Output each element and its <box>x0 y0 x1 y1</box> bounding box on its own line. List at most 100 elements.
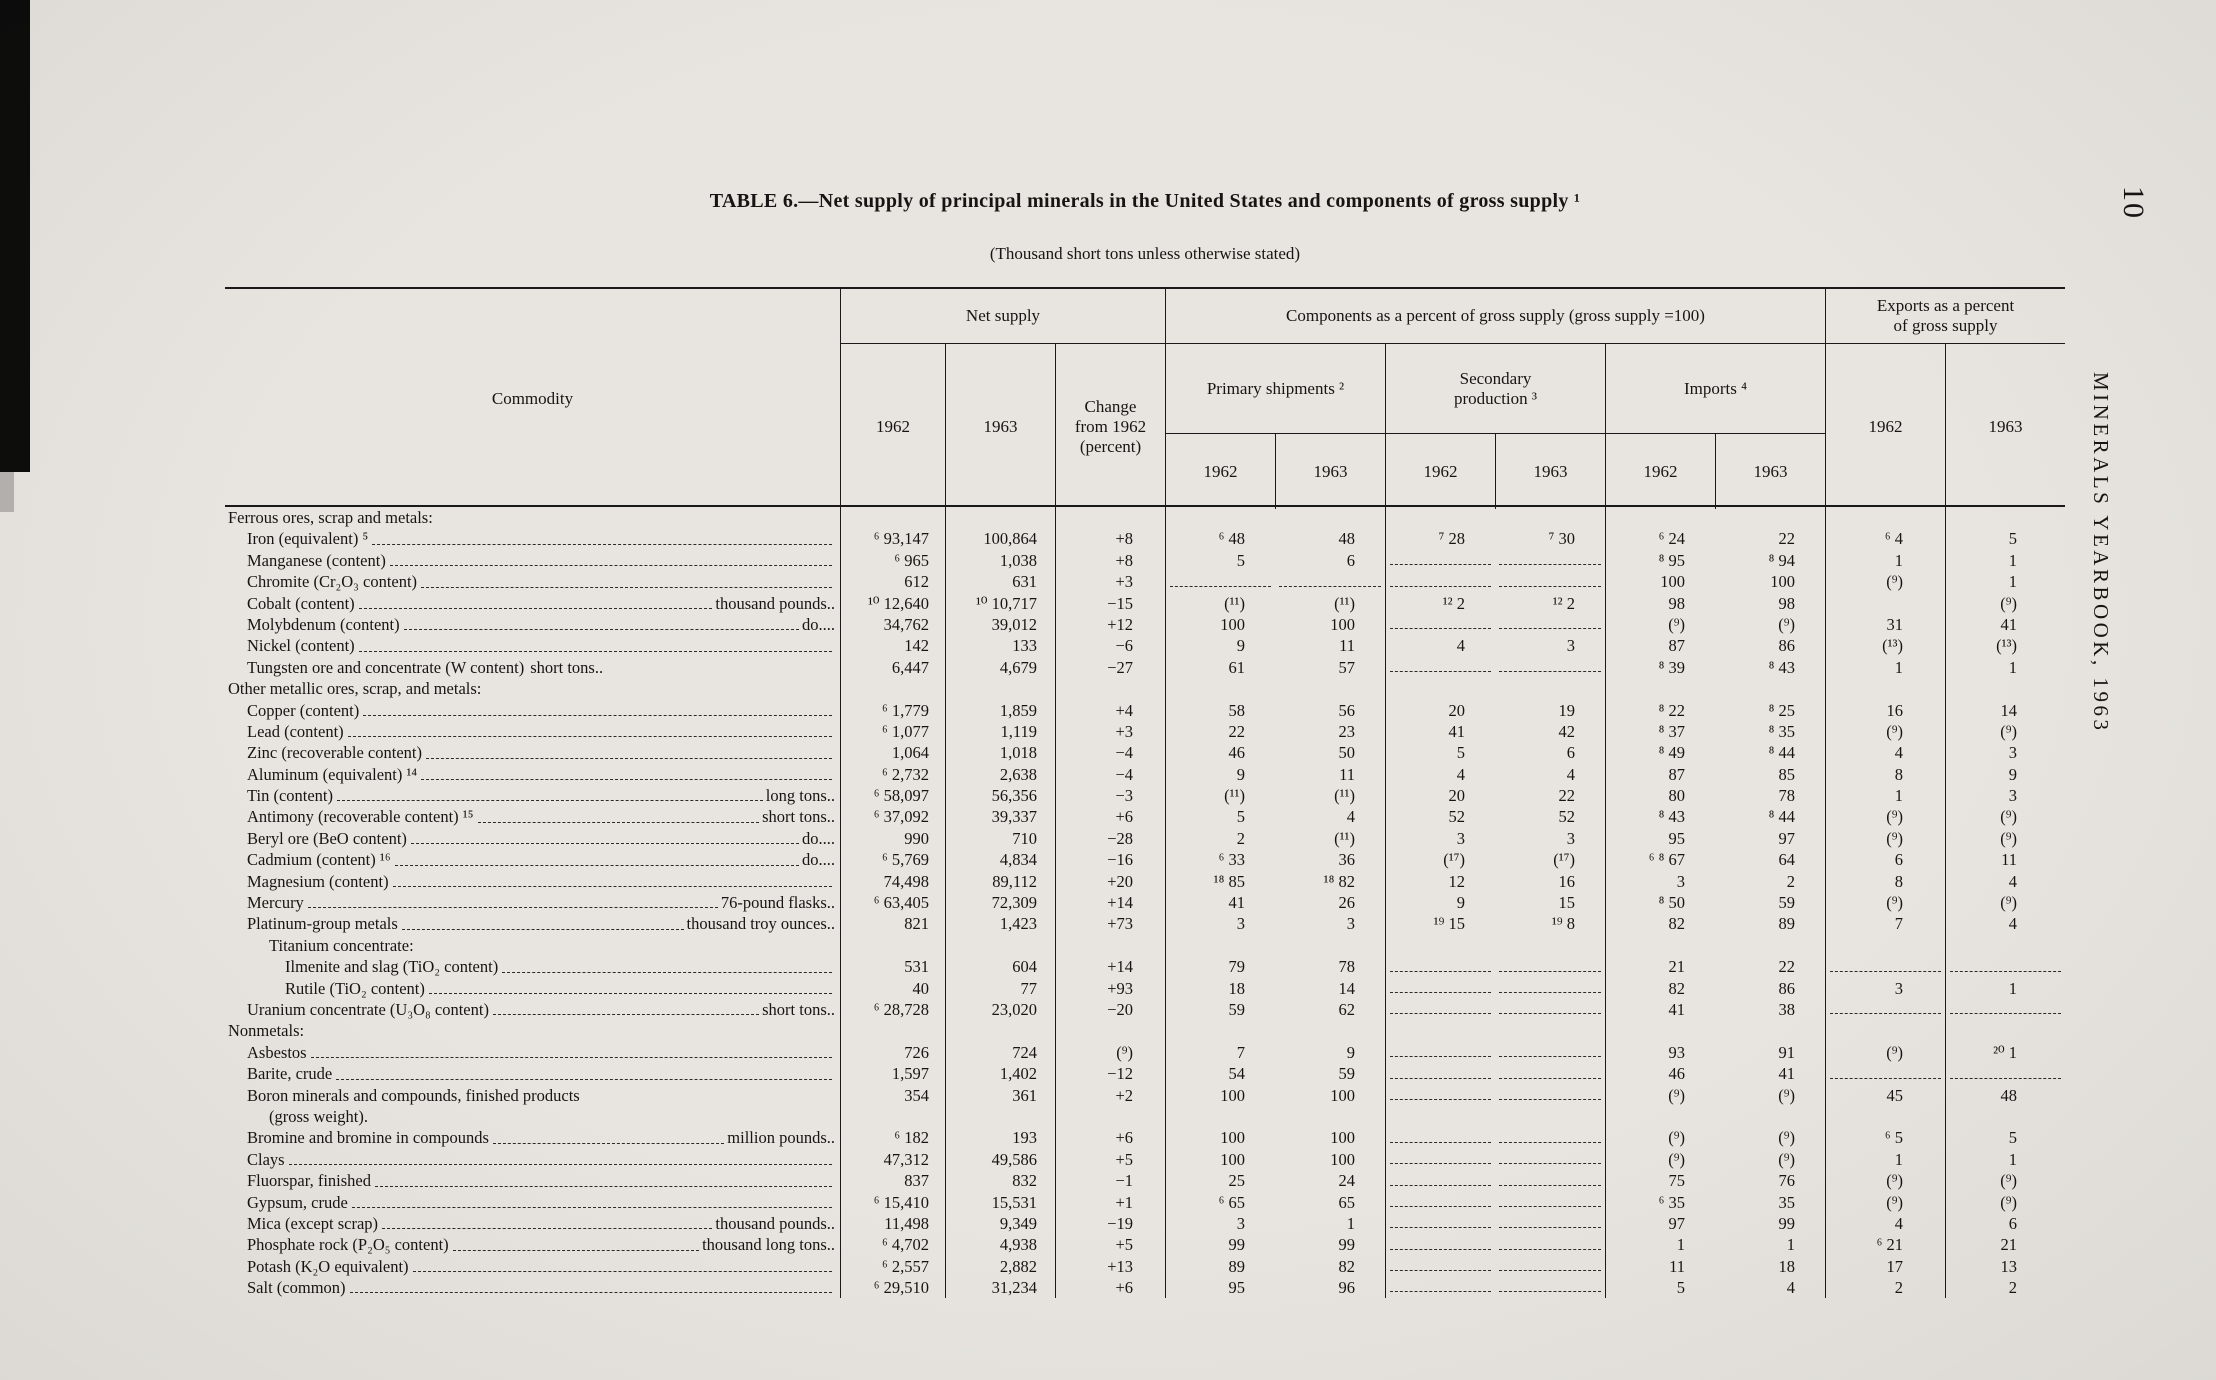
value-cell: (⁹) <box>1778 1149 1795 1169</box>
dash-leader <box>351 1192 832 1208</box>
value-cell <box>840 678 945 700</box>
value-cell: (¹⁷) <box>1553 850 1575 870</box>
value-cell: 4 <box>1786 1278 1795 1298</box>
unit-label: short tons.. <box>530 657 604 677</box>
value-cell <box>1605 507 1715 529</box>
value-cell <box>945 678 1055 700</box>
commodity-label: Uranium concentrate (U₃O₈ content) <box>247 999 489 1019</box>
value-cell: 39,337 <box>945 806 1055 828</box>
table-subtitle: (Thousand short tons unless otherwise st… <box>989 244 1301 263</box>
value-cell <box>1055 507 1165 529</box>
no-data-dashes <box>1499 1291 1601 1293</box>
value-cell <box>1385 507 1495 529</box>
no-data-dashes <box>1390 671 1491 673</box>
unit-label: thousand pounds.. <box>715 1213 835 1233</box>
value-cell <box>1385 1191 1495 1213</box>
value-cell <box>1385 998 1495 1021</box>
value-cell: 62 <box>1338 999 1356 1019</box>
value-cell <box>1495 1170 1605 1191</box>
value-cell: 41 <box>1945 613 2065 636</box>
value-cell: 1 <box>1945 549 2065 572</box>
value-cell: −15 <box>1055 592 1165 614</box>
value-cell <box>1945 956 2065 978</box>
value-cell: (⁹) <box>1825 892 1945 914</box>
value-cell: 99 <box>1338 1235 1356 1255</box>
value-cell: (¹¹) <box>1334 593 1355 613</box>
no-data-dashes <box>1390 1141 1491 1143</box>
value-cell: 98 <box>1605 592 1715 614</box>
value-cell <box>1715 1106 1825 1127</box>
dash-leader <box>410 828 799 845</box>
value-cell: 21 <box>1945 1234 2065 1256</box>
value-cell: 86 <box>1778 978 1796 998</box>
value-cell: 4,834 <box>945 849 1055 871</box>
commodity-label: Bromine and bromine in compounds <box>247 1128 489 1148</box>
unit-label: long tons.. <box>765 786 835 806</box>
value-cell <box>1495 1063 1605 1084</box>
commodity-cell: Titanium concentrate: <box>225 935 840 956</box>
value-cell: 4,938 <box>945 1234 1055 1256</box>
value-cell: ¹² 2 <box>1552 593 1575 613</box>
value-cell <box>1275 678 1385 699</box>
no-data-dashes <box>1499 1248 1601 1250</box>
no-data-dashes <box>1279 585 1381 587</box>
value-cell: +13 <box>1055 1255 1165 1278</box>
commodity-label: Titanium concentrate: <box>269 935 414 955</box>
value-cell: 9 <box>1165 763 1275 786</box>
commodity-cell: Boron minerals and compounds, finished p… <box>225 1085 840 1106</box>
value-cell <box>1715 678 1825 699</box>
value-cell: 2 <box>1945 1277 2065 1299</box>
commodity-label: Beryl ore (BeO content) <box>247 828 407 848</box>
value-cell: 77 <box>945 977 1055 999</box>
value-cell: 100 <box>1330 1085 1355 1105</box>
value-cell: 22 <box>1558 786 1576 806</box>
value-cell: 78 <box>1338 957 1356 977</box>
value-cell <box>1945 1105 2065 1128</box>
value-cell: (⁹) <box>1605 1127 1715 1149</box>
value-cell: 42 <box>1558 721 1576 741</box>
commodity-label: Antimony (recoverable content) ¹⁵ <box>247 807 474 827</box>
no-data-dashes <box>1830 1077 1941 1079</box>
value-cell: 57 <box>1338 657 1356 677</box>
table-row: Salt (common) ⁶ 29,510 31,234 +6 95 96 5 4 2 2 <box>225 1277 2065 1299</box>
value-cell <box>1825 592 1945 614</box>
value-cell: 100 <box>1330 614 1355 634</box>
value-cell: 12 <box>1385 870 1495 893</box>
table-row: Chromite (Cr₂O₃ content) 612 631 +3 100 100 (⁹… <box>225 571 2065 593</box>
table-row: Magnesium (content) 74,498 89,112 +20 ¹⁸ 85 ¹… <box>225 870 2065 893</box>
commodity-label: Other metallic ores, scrap, and metals: <box>228 679 482 699</box>
value-cell: ⁶ 29,510 <box>840 1277 945 1299</box>
value-cell: 100 <box>1330 1149 1355 1169</box>
value-cell: (⁹) <box>1605 1148 1715 1171</box>
value-cell: 82 <box>1605 977 1715 999</box>
commodity-label: Chromite (Cr₂O₃ content) <box>247 572 418 592</box>
value-cell: 39,012 <box>945 613 1055 636</box>
dash-leader <box>389 550 832 567</box>
value-cell: 612 <box>840 571 945 593</box>
value-cell: 821 <box>840 913 945 935</box>
commodity-cell: Manganese (content) <box>225 550 840 571</box>
value-cell: 1,597 <box>840 1063 945 1085</box>
value-cell: (⁹) <box>1605 1084 1715 1106</box>
value-cell: −16 <box>1055 849 1165 871</box>
value-cell: 58 <box>1165 699 1275 721</box>
col-subgroup-primary-shipments: Primary shipments ² <box>1165 344 1385 434</box>
commodity-label: Copper (content) <box>247 700 360 720</box>
value-cell: 25 <box>1165 1170 1275 1192</box>
value-cell <box>1495 1213 1605 1234</box>
value-cell <box>1385 1148 1495 1171</box>
value-cell <box>1165 507 1275 529</box>
value-cell: 78 <box>1778 786 1796 806</box>
dash-leader <box>428 978 832 994</box>
value-cell: 3 <box>1165 913 1275 935</box>
value-cell: ⁸ 37 <box>1605 720 1715 743</box>
value-cell <box>1055 934 1165 957</box>
value-cell <box>1385 1255 1495 1278</box>
col-header-exports-1963: 1963 <box>1945 344 2065 509</box>
col-group-exports: Exports as a percent of gross supply <box>1825 289 2065 344</box>
value-cell: 64 <box>1778 850 1796 870</box>
value-cell: (¹¹) <box>1334 828 1355 848</box>
value-cell: 832 <box>945 1170 1055 1192</box>
commodity-label: Boron minerals and compounds, finished p… <box>247 1085 580 1105</box>
value-cell: −3 <box>1055 785 1165 807</box>
